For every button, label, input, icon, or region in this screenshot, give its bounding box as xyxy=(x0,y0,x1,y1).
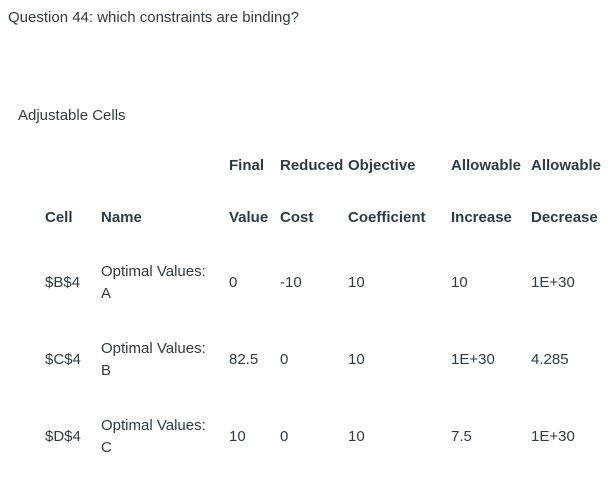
table-row: $C$4 Optimal Values: B 82.5 0 10 1E+30 4… xyxy=(45,321,611,398)
cell-name-text: Optimal Values: A xyxy=(101,262,206,302)
col-header-coefficient: Coefficient xyxy=(348,209,426,226)
cell-name-text: Optimal Values: C xyxy=(101,416,206,456)
table-header-row-1: Final Reduced Objective Allowable Allowa… xyxy=(45,140,611,192)
cell-final-value: 0 xyxy=(229,273,238,291)
col-header-allowable-decrease: Allowable xyxy=(531,157,602,174)
section-label-adjustable-cells: Adjustable Cells xyxy=(18,107,126,124)
col-header-name: Name xyxy=(101,209,142,226)
cell-final-value: 82.5 xyxy=(229,350,259,368)
table-header-row-2: Cell Name Value Cost Coefficient Increas… xyxy=(45,192,611,244)
cell-objective-coefficient: 10 xyxy=(348,350,365,368)
col-header-cell: Cell xyxy=(45,209,73,226)
col-header-objective: Objective xyxy=(348,157,416,174)
col-header-blank-name xyxy=(101,140,229,192)
cell-reduced-cost: 0 xyxy=(280,427,289,445)
cell-allowable-increase: 10 xyxy=(451,273,468,291)
cell-allowable-increase: 1E+30 xyxy=(451,350,495,368)
cell-name-text: Optimal Values: B xyxy=(101,339,206,379)
question-title: Question 44: which constraints are bindi… xyxy=(8,9,300,26)
adjustable-cells-table: Final Reduced Objective Allowable Allowa… xyxy=(45,140,611,475)
cell-objective-coefficient: 10 xyxy=(348,427,365,445)
col-header-allowable-increase: Allowable xyxy=(451,157,522,174)
cell-ref: $D$4 xyxy=(45,427,81,445)
table-row: $D$4 Optimal Values: C 10 0 10 7.5 1E+30 xyxy=(45,398,611,475)
cell-ref: $B$4 xyxy=(45,273,81,291)
cell-allowable-decrease: 1E+30 xyxy=(531,273,575,291)
cell-reduced-cost: 0 xyxy=(280,350,289,368)
table-row: $B$4 Optimal Values: A 0 -10 10 10 1E+30 xyxy=(45,244,611,321)
col-header-reduced: Reduced xyxy=(280,157,344,174)
col-header-increase: Increase xyxy=(451,209,512,226)
col-header-blank-cell xyxy=(45,140,101,192)
cell-reduced-cost: -10 xyxy=(280,273,302,291)
cell-ref: $C$4 xyxy=(45,350,81,368)
cell-allowable-decrease: 1E+30 xyxy=(531,427,575,445)
col-header-final: Final xyxy=(229,157,265,174)
col-header-decrease: Decrease xyxy=(531,209,598,226)
cell-allowable-increase: 7.5 xyxy=(451,427,472,445)
col-header-cost: Cost xyxy=(280,209,314,226)
cell-final-value: 10 xyxy=(229,427,246,445)
cell-allowable-decrease: 4.285 xyxy=(531,350,569,368)
cell-name: Optimal Values: A xyxy=(101,244,229,321)
col-header-value: Value xyxy=(229,209,269,226)
cell-objective-coefficient: 10 xyxy=(348,273,365,291)
cell-name: Optimal Values: C xyxy=(101,398,229,475)
cell-name: Optimal Values: B xyxy=(101,321,229,398)
